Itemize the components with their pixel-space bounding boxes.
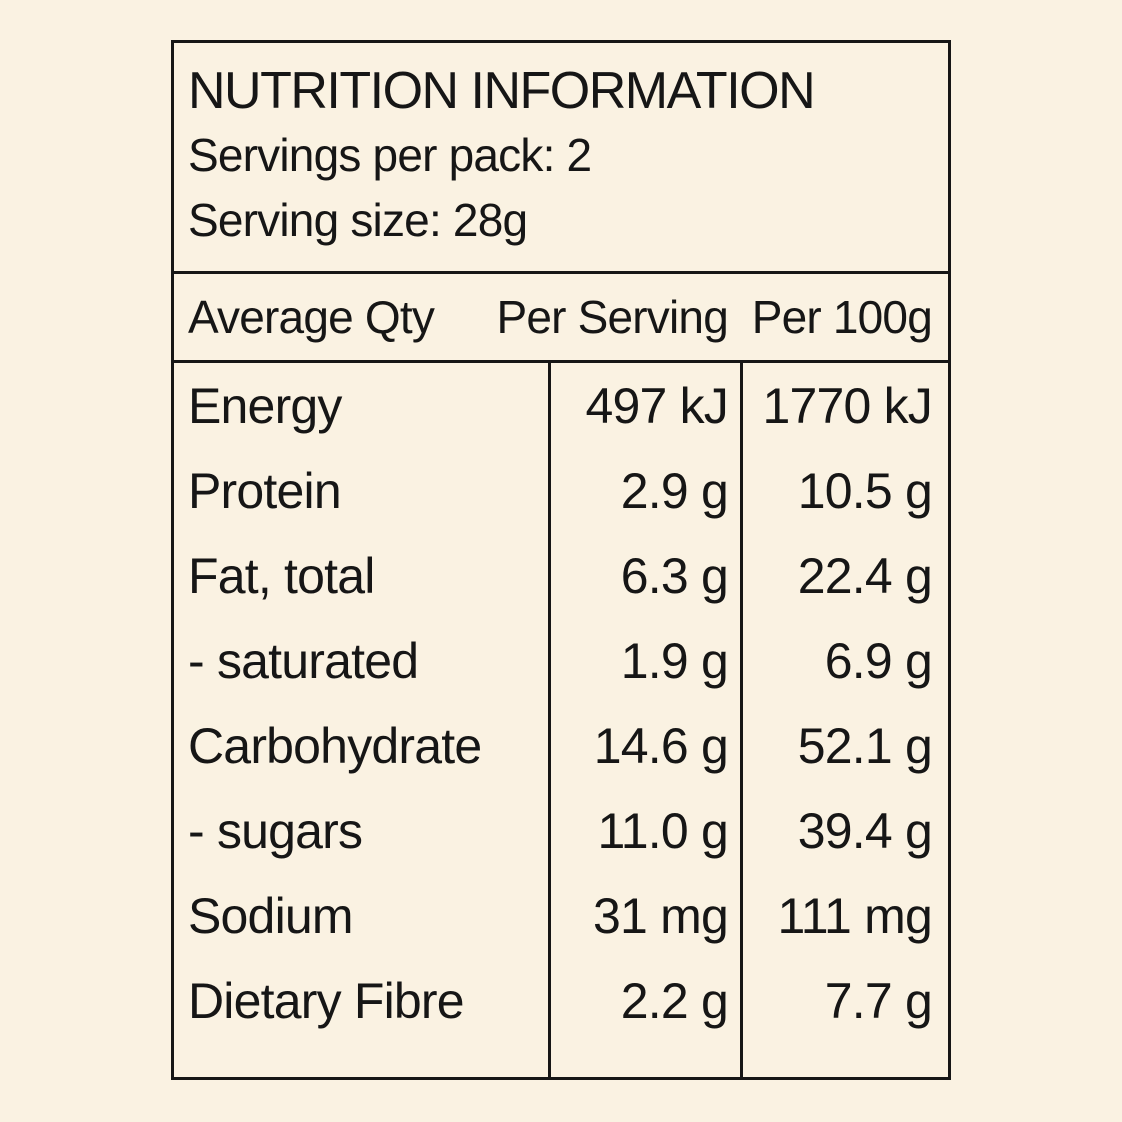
col-header-per-serving: Per Serving [496,291,728,343]
column-header-row: Average Qty Per Serving Per 100g [174,274,948,363]
nutrition-panel: NUTRITION INFORMATION Servings per pack:… [171,40,951,1080]
nutrient-label: - sugars [188,802,363,859]
panel-title: NUTRITION INFORMATION [188,62,816,120]
per-100g-value: 111 mg [740,873,948,958]
per-serving-value: 1.9 g [548,618,740,703]
per-100g-value: 1770 kJ [740,363,948,448]
table-row: Dietary Fibre 2.2 g 7.7 g [174,958,948,1043]
filler-cell [174,1043,548,1077]
table-row: Sodium 31 mg 111 mg [174,873,948,958]
filler-cell [740,1043,948,1077]
servings-per-pack: Servings per pack: 2 [188,129,592,181]
per-100g-value: 7.7 g [740,958,948,1043]
per-100g-value: 39.4 g [740,788,948,873]
table-row: Fat, total 6.3 g 22.4 g [174,533,948,618]
table-filler-row [174,1043,948,1077]
panel-header: NUTRITION INFORMATION Servings per pack:… [174,43,948,274]
col-header-per-100g: Per 100g [751,291,933,343]
table-row: - sugars 11.0 g 39.4 g [174,788,948,873]
nutrient-label: - saturated [188,632,419,689]
per-serving-value: 11.0 g [548,788,740,873]
per-serving-value: 31 mg [548,873,740,958]
per-100g-value: 10.5 g [740,448,948,533]
filler-cell [548,1043,740,1077]
table-row: - saturated 1.9 g 6.9 g [174,618,948,703]
serving-size: Serving size: 28g [188,194,528,246]
per-100g-value: 6.9 g [740,618,948,703]
per-serving-value: 2.9 g [548,448,740,533]
per-serving-value: 497 kJ [548,363,740,448]
col-header-average-qty: Average Qty [188,291,435,343]
nutrition-table-body: Energy 497 kJ 1770 kJ Protein 2.9 g 10.5… [174,363,948,1077]
per-serving-value: 14.6 g [548,703,740,788]
per-serving-value: 2.2 g [548,958,740,1043]
nutrient-label: Energy [188,377,342,434]
nutrient-label: Dietary Fibre [188,972,465,1029]
nutrient-label: Sodium [188,887,354,944]
per-serving-value: 6.3 g [548,533,740,618]
nutrient-label: Carbohydrate [188,717,482,774]
nutrient-label: Protein [188,462,342,519]
table-row: Energy 497 kJ 1770 kJ [174,363,948,448]
table-row: Carbohydrate 14.6 g 52.1 g [174,703,948,788]
nutrient-label: Fat, total [188,547,375,604]
per-100g-value: 22.4 g [740,533,948,618]
table-row: Protein 2.9 g 10.5 g [174,448,948,533]
per-100g-value: 52.1 g [740,703,948,788]
